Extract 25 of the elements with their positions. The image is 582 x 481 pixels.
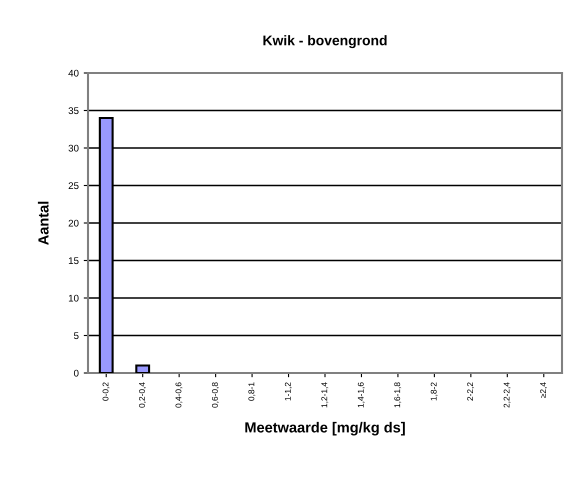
x-tick-label: 2,2-2,4: [504, 382, 511, 408]
chart-title: Kwik - bovengrond: [263, 35, 387, 48]
x-axis-title: Meetwaarde [mg/kg ds]: [245, 422, 405, 436]
x-tick-label: 1,8-2: [430, 382, 438, 400]
x-tick-label: 1,2-1,4: [321, 382, 328, 408]
y-tick-label: 15: [68, 257, 79, 264]
x-tick-label: 0,6-0,8: [212, 382, 219, 408]
y-axis-title: Aantal: [38, 202, 49, 245]
y-tick-label: 25: [68, 182, 79, 190]
x-tick-label: 1-1,2: [284, 382, 292, 400]
y-tick-label: 35: [68, 107, 79, 114]
x-tick-label: 1,4-1,6: [358, 382, 365, 408]
y-tick-label: 40: [68, 70, 79, 77]
x-tick-label: 1,6-1,8: [394, 382, 402, 408]
x-tick-label: 0,4-0,6: [175, 382, 182, 408]
x-tick-label: 0,2-0,4: [139, 382, 146, 408]
x-tick-label: 0-0,2: [102, 382, 110, 401]
x-tick-label: ≥2,4: [540, 382, 547, 398]
y-tick-label: 10: [68, 294, 79, 302]
y-tick-label: 5: [74, 332, 79, 340]
y-tick-label: 20: [68, 220, 79, 227]
x-tick-label: 0,8-1: [248, 382, 256, 401]
y-tick-label: 0: [74, 370, 79, 377]
x-tick-label: 2-2,2: [467, 382, 474, 401]
y-tick-label: 30: [68, 144, 79, 152]
